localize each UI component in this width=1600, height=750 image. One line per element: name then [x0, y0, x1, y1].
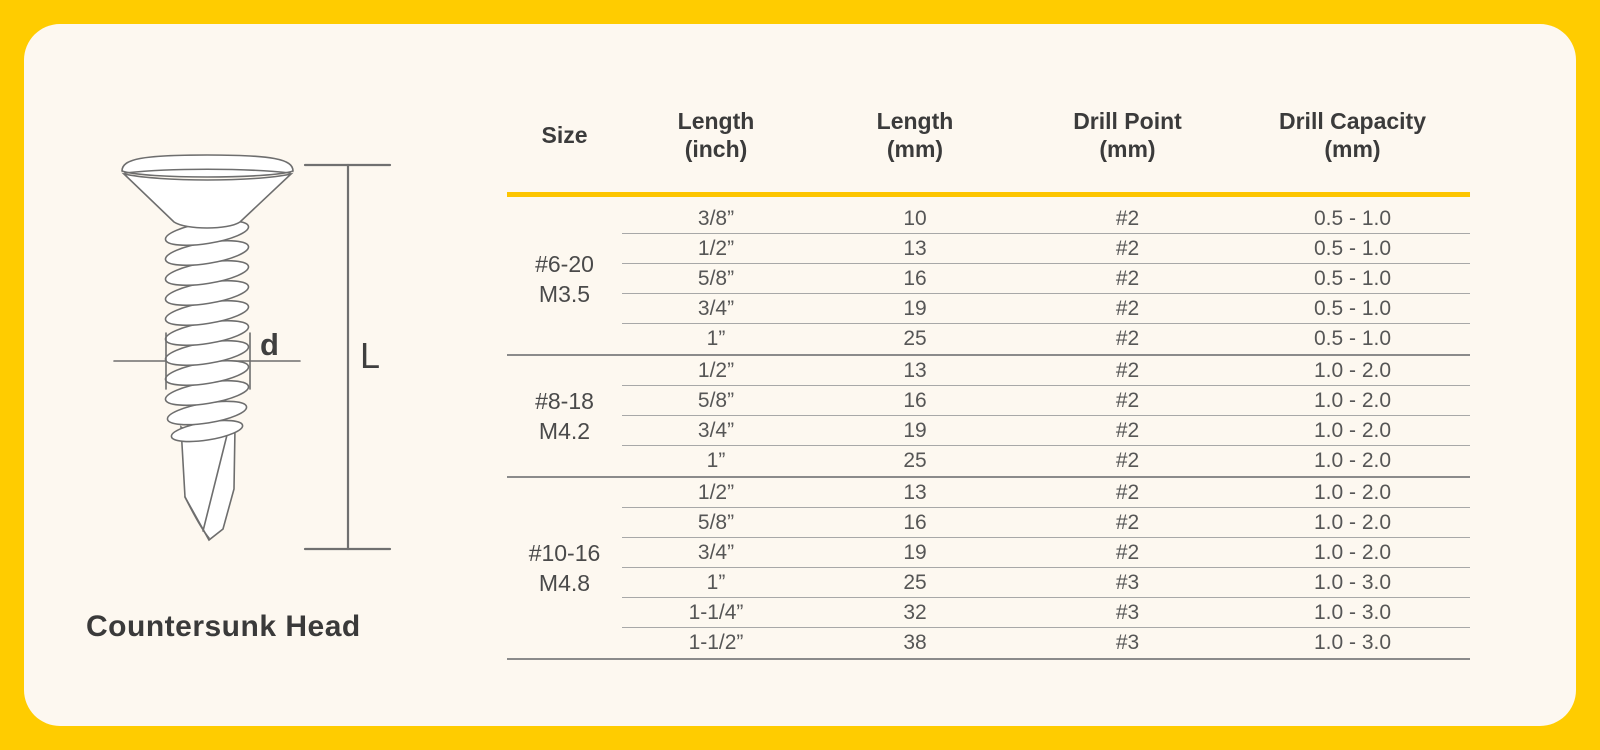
diameter-label: d: [260, 327, 279, 362]
length-label: L: [360, 335, 380, 376]
table-cell: 25: [903, 327, 927, 350]
table-cell: 1/2”: [622, 234, 810, 264]
table-cell: 1-1/4”: [622, 598, 810, 628]
table-cell: 13: [810, 234, 1020, 264]
table-cell: 0.5 - 1.0: [1235, 234, 1470, 264]
size-group: #6-20 M3.5 3/8” 10 #2 0.5 - 1.0 1/2” 13 #2 0.5 - …: [507, 204, 1470, 356]
diagram-caption: Countersunk Head: [86, 610, 361, 643]
table-cell: 32: [810, 598, 1020, 628]
screw-diagram: d L: [84, 139, 414, 571]
table-cell: 19: [810, 416, 1020, 446]
table-cell: 16: [810, 264, 1020, 294]
head-cone: [121, 172, 294, 229]
size-label: #10-16 M4.8: [528, 540, 601, 596]
screw-drawing-svg: d L: [113, 154, 392, 551]
head-rim: [121, 154, 294, 178]
table-cell: 1”: [706, 327, 726, 350]
table-cell: 13: [810, 356, 1020, 386]
table-cell: 3/4”: [622, 538, 810, 568]
table-cell: #2: [1020, 204, 1235, 234]
size-label: #8-18 M4.2: [535, 388, 594, 444]
table-cell: #2: [1115, 449, 1140, 472]
table-cell: 1/2”: [622, 356, 810, 386]
table-cell: 1.0 - 2.0: [1235, 478, 1470, 508]
column-header: Drill Point (mm): [1073, 108, 1182, 162]
table-cell: 0.5 - 1.0: [1235, 264, 1470, 294]
table-cell: 3/4”: [622, 416, 810, 446]
table-cell: #2: [1115, 327, 1140, 350]
table-cell: 25: [903, 449, 927, 472]
head-rim-inner-line: [124, 168, 291, 174]
table-cell: #2: [1020, 478, 1235, 508]
table-cell: 1/2”: [622, 478, 810, 508]
spec-table: Size Length (inch) Length (mm) Drill Point (mm…: [507, 100, 1470, 660]
table-cell: #2: [1020, 386, 1235, 416]
size-label: #6-20 M3.5: [535, 251, 594, 307]
table-cell: 3/4”: [622, 294, 810, 324]
size-group: #8-18 M4.2 1/2” 13 #2 1.0 - 2.0 5/8” 16 #2 1.0 - …: [507, 356, 1470, 478]
table-cell: 1”: [706, 449, 726, 472]
table-cell: 1.0 - 3.0: [1235, 568, 1470, 598]
spec-card: d L Countersunk Head Size Length (inch) Len…: [24, 24, 1576, 726]
table-cell: 10: [810, 204, 1020, 234]
table-cell: #2: [1020, 234, 1235, 264]
size-group: #10-16 M4.8 1/2” 13 #2 1.0 - 2.0 5/8” 16 #2 1.0 -…: [507, 478, 1470, 660]
table-cell: #2: [1020, 264, 1235, 294]
table-cell: 13: [810, 478, 1020, 508]
table-cell: 5/8”: [622, 386, 810, 416]
table-cell: 1.0 - 2.0: [1235, 416, 1470, 446]
table-cell: 38: [903, 631, 927, 654]
table-header: Size Length (inch) Length (mm) Drill Point (mm…: [507, 100, 1470, 170]
table-cell: #3: [1020, 598, 1235, 628]
table-cell: 1.0 - 2.0: [1313, 449, 1392, 472]
table-cell: 19: [810, 294, 1020, 324]
table-cell: 16: [810, 508, 1020, 538]
table-cell: #3: [1020, 568, 1235, 598]
table-cell: 5/8”: [622, 264, 810, 294]
table-cell: 16: [810, 386, 1020, 416]
table-cell: 1.0 - 2.0: [1235, 356, 1470, 386]
table-cell: 1.0 - 2.0: [1235, 538, 1470, 568]
table-cell: #2: [1020, 416, 1235, 446]
drill-cutting-edge: [184, 496, 210, 539]
table-cell: 5/8”: [622, 508, 810, 538]
table-cell: 1.0 - 2.0: [1235, 386, 1470, 416]
drill-point: [180, 425, 236, 542]
table-cell: 1”: [622, 568, 810, 598]
table-cell: 3/8”: [622, 204, 810, 234]
table-cell: 1-1/2”: [688, 631, 744, 654]
table-cell: #2: [1020, 508, 1235, 538]
column-header: Size: [541, 122, 588, 148]
table-cell: 0.5 - 1.0: [1235, 204, 1470, 234]
column-header: Drill Capacity (mm): [1279, 108, 1426, 162]
header-underline-rule: [507, 192, 1470, 197]
table-cell: 1.0 - 3.0: [1313, 631, 1392, 654]
table-cell: 0.5 - 1.0: [1235, 294, 1470, 324]
table-cell: 25: [810, 568, 1020, 598]
table-cell: #2: [1020, 294, 1235, 324]
column-header: Length (inch): [677, 108, 755, 162]
table-cell: #2: [1020, 538, 1235, 568]
table-cell: #3: [1115, 631, 1140, 654]
table-body: #6-20 M3.5 3/8” 10 #2 0.5 - 1.0 1/2” 13 #2 0.5 - …: [507, 204, 1470, 660]
column-header: Length (mm): [876, 108, 954, 162]
table-cell: 19: [810, 538, 1020, 568]
table-cell: 1.0 - 2.0: [1235, 508, 1470, 538]
table-cell: #2: [1020, 356, 1235, 386]
table-cell: 1.0 - 3.0: [1235, 598, 1470, 628]
table-cell: 0.5 - 1.0: [1313, 327, 1392, 350]
drill-flute-line: [202, 434, 228, 532]
